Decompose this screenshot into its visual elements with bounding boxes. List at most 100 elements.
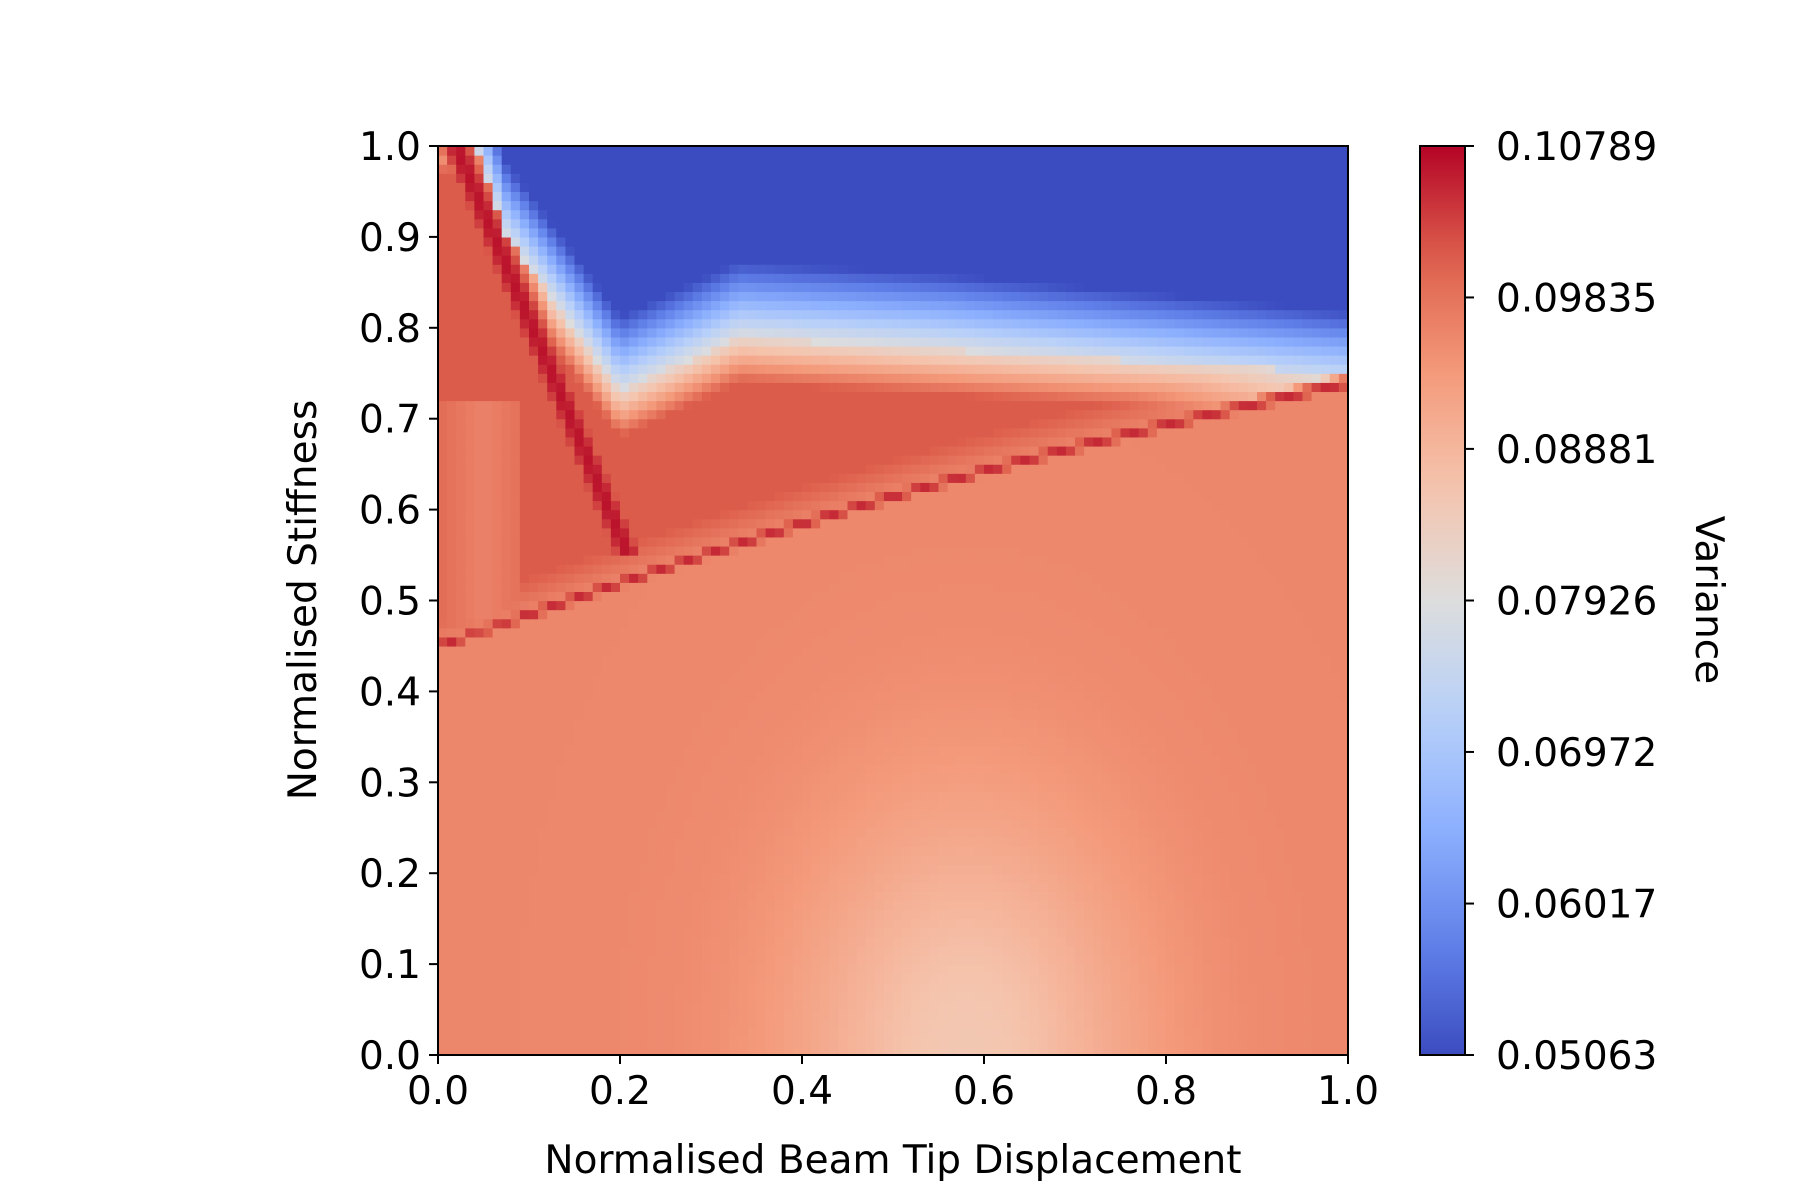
heatmap-cell [493,219,503,229]
heatmap-cell [502,382,512,392]
heatmap-cell [456,182,466,192]
heatmap-cell [738,1010,748,1020]
heatmap-cell [575,401,585,411]
heatmap-cell [766,828,776,838]
heatmap-cell [520,737,530,747]
heatmap-cell [875,728,885,738]
heatmap-cell [720,537,730,547]
heatmap-cell [456,337,466,347]
heatmap-cell [584,746,594,756]
heatmap-cell [693,1037,703,1047]
heatmap-cell [584,891,594,901]
heatmap-cell [802,719,812,729]
heatmap-cell [638,310,648,320]
heatmap-cell [593,237,603,247]
heatmap-cell [838,919,848,929]
heatmap-cell [474,964,484,974]
heatmap-cell [838,564,848,574]
heatmap-cell [647,519,657,529]
heatmap-cell [793,764,803,774]
heatmap-cell [520,191,530,201]
heatmap-cell [511,764,521,774]
heatmap-cell [656,819,666,829]
heatmap-cell [575,610,585,620]
heatmap-cell [866,900,876,910]
heatmap-cell [656,964,666,974]
heatmap-cell [647,873,657,883]
heatmap-cell [502,664,512,674]
heatmap-cell [474,837,484,847]
heatmap-cell [575,428,585,438]
heatmap-cell [848,291,858,301]
heatmap-cell [766,864,776,874]
heatmap-cell [838,873,848,883]
heatmap-cell [802,710,812,720]
heatmap-cell [857,164,867,174]
heatmap-cell [484,173,494,183]
heatmap-cell [866,419,876,429]
heatmap-cell [575,846,585,856]
heatmap-cell [838,155,848,165]
heatmap-cell [747,573,757,583]
heatmap-cell [784,764,794,774]
heatmap-cell [620,591,630,601]
heatmap-cell [775,982,785,992]
heatmap-cell [848,682,858,692]
heatmap-cell [447,728,457,738]
heatmap-cell [638,819,648,829]
heatmap-cell [738,991,748,1001]
heatmap-cell [811,864,821,874]
heatmap-cell [802,428,812,438]
heatmap-cell [747,491,757,501]
heatmap-cell [647,319,657,329]
heatmap-cell [529,491,539,501]
heatmap-cell [565,682,575,692]
heatmap-cell [575,891,585,901]
heatmap-cell [620,473,630,483]
heatmap-cell [529,237,539,247]
heatmap-cell [493,846,503,856]
heatmap-cell [875,910,885,920]
heatmap-cell [866,673,876,683]
heatmap-cell [493,700,503,710]
heatmap-cell [693,173,703,183]
heatmap-cell [602,619,612,629]
heatmap-cell [656,355,666,365]
heatmap-cell [675,282,685,292]
heatmap-cell [711,455,721,465]
heatmap-cell [793,237,803,247]
heatmap-cell [848,946,858,956]
heatmap-cell [784,437,794,447]
heatmap-cell [857,473,867,483]
heatmap-cell [656,764,666,774]
heatmap-cell [456,873,466,883]
heatmap-cell [766,410,776,420]
heatmap-cell [493,737,503,747]
heatmap-cell [502,191,512,201]
heatmap-cell [638,564,648,574]
heatmap-cell [784,191,794,201]
heatmap-cell [884,582,894,592]
heatmap-cell [857,955,867,965]
heatmap-cell [720,900,730,910]
heatmap-cell [675,146,685,156]
heatmap-cell [738,501,748,511]
heatmap-cell [447,519,457,529]
heatmap-cell [811,537,821,547]
heatmap-cell [838,582,848,592]
heatmap-cell [766,482,776,492]
heatmap-cell [711,964,721,974]
heatmap-cell [848,955,858,965]
heatmap-cell [702,382,712,392]
heatmap-cell [629,437,639,447]
heatmap-cell [820,873,830,883]
heatmap-cell [857,728,867,738]
heatmap-cell [747,1000,757,1010]
heatmap-cell [502,719,512,729]
heatmap-cell [511,201,521,211]
heatmap-cell [720,891,730,901]
heatmap-cell [838,837,848,847]
heatmap-cell [738,446,748,456]
heatmap-cell [647,382,657,392]
heatmap-cell [838,455,848,465]
